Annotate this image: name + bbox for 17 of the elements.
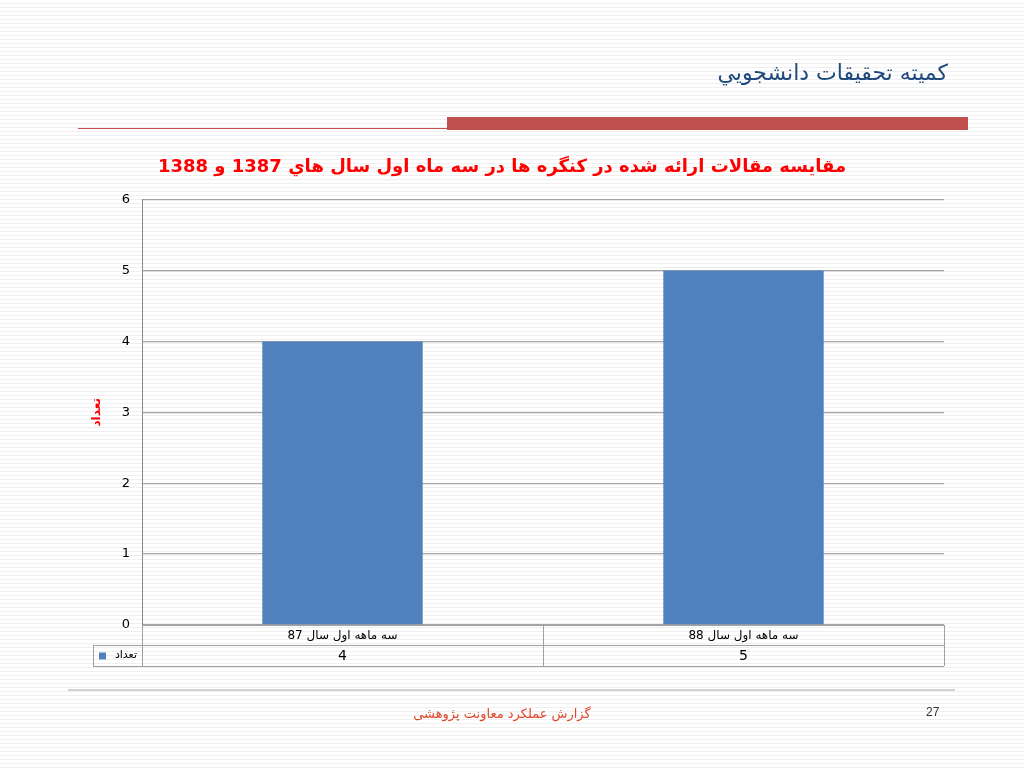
data-label: 4 bbox=[338, 647, 348, 664]
y-tick-label: 4 bbox=[121, 332, 130, 348]
x-tick-label: سه ماهه اول سال 87 bbox=[287, 628, 398, 644]
y-tick-label: 1 bbox=[121, 545, 130, 561]
text: گزارش عملکرد معاونت پژوهشی bbox=[412, 706, 592, 721]
y-tick-label: 2 bbox=[121, 474, 130, 490]
legend-label: تعداد bbox=[114, 648, 137, 662]
text: کميته تحقيقات دانشجويي bbox=[717, 60, 948, 85]
data-label: 5 bbox=[739, 647, 748, 664]
x-tick-label: سه ماهه اول سال 88 bbox=[688, 628, 799, 644]
chart-title: مقايسه مقالات ارائه شده در کنگره ها در سه ماه اول سال هاي 1387 و 1388 bbox=[157, 155, 847, 178]
y-axis-title: تعداد bbox=[89, 398, 104, 427]
y-tick-label: 6 bbox=[121, 190, 130, 206]
y-tick-label: 3 bbox=[121, 403, 130, 419]
y-tick-label: 0 bbox=[121, 616, 130, 632]
y-tick-label: 5 bbox=[121, 261, 130, 277]
text: 27 bbox=[926, 705, 940, 719]
